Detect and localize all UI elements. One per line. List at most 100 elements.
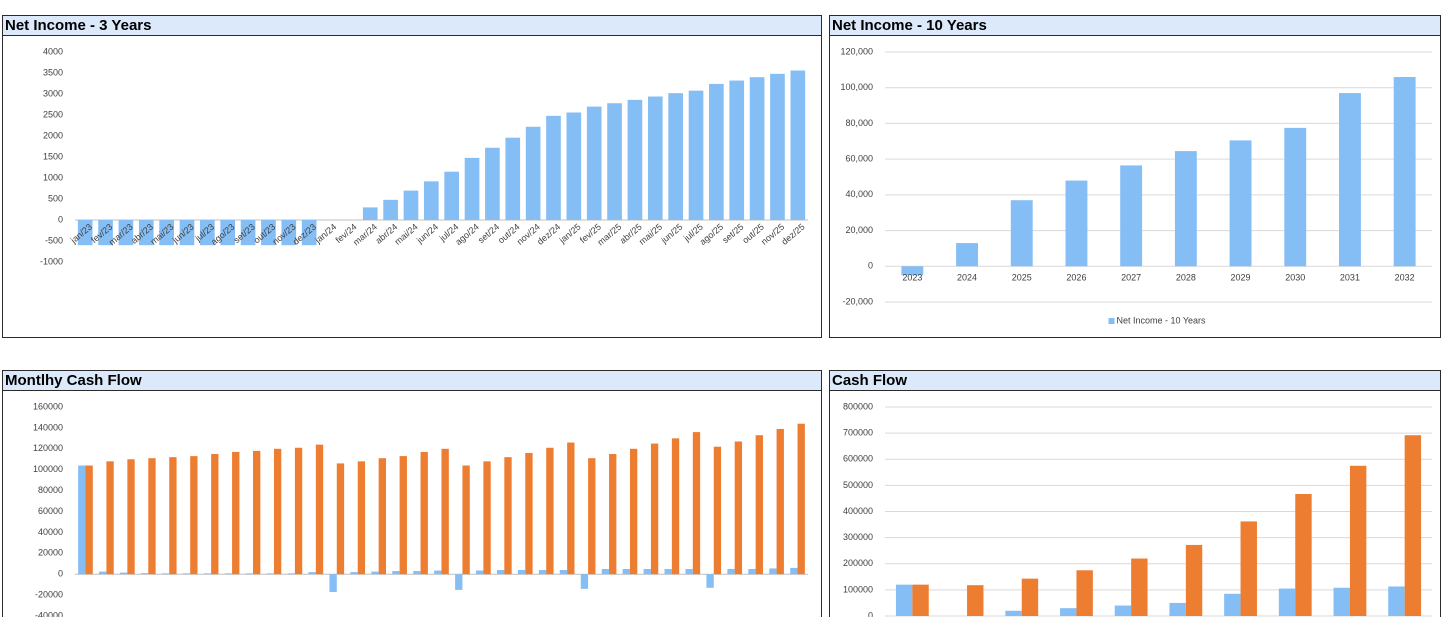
bar [601,568,610,575]
bar [709,83,724,220]
bar [688,90,704,220]
bar [525,126,541,220]
bar [671,438,680,575]
y-tick-label: 200000 [843,558,873,568]
bar [301,220,317,246]
bar [232,451,240,575]
x-tick-label: 2024 [957,273,977,283]
bar [1120,165,1143,267]
bar [1224,593,1241,616]
chart-title: Net Income - 10 Years [832,17,987,34]
bar [770,73,785,220]
y-tick-label: 100000 [843,584,873,594]
bar [895,584,913,616]
bar [441,448,449,575]
x-tick-label: 2028 [1176,273,1196,283]
bar [85,465,93,575]
y-tick-label: 100,000 [840,82,873,92]
bar [1065,180,1088,267]
panel [2,15,822,338]
bar [383,199,398,220]
bar [588,458,596,575]
bar [1339,93,1361,267]
bar [357,461,366,575]
bar [1021,578,1039,616]
bar [685,568,693,575]
y-tick-label: -20000 [35,589,63,599]
bar [790,70,806,220]
bar [559,570,568,575]
x-tick-label: 2030 [1285,273,1305,283]
bar [607,103,622,220]
bar [967,585,984,616]
bar [281,220,297,246]
y-tick-label: 300000 [843,532,873,542]
bar [706,574,714,588]
y-tick-label: -40000 [35,610,63,617]
y-tick-label: 40000 [38,527,63,537]
chart-title: Net Income - 3 Years [5,17,151,34]
y-tick-label: 0 [868,610,873,617]
y-tick-label: 120000 [33,443,63,453]
bar [546,447,554,575]
bar [1010,200,1033,267]
bar [755,435,763,575]
bar [790,567,798,575]
bar [1284,127,1307,267]
bar [734,441,743,575]
bar [668,93,683,220]
bar [749,77,765,220]
y-tick-label: 3500 [43,67,63,77]
x-tick-label: 2032 [1395,273,1415,283]
y-tick-label: 0 [58,569,63,579]
bar [240,220,256,246]
bar [455,574,463,590]
bar [413,571,421,575]
y-tick-label: 40,000 [845,189,873,199]
bar [1393,77,1416,267]
panel-header [2,370,822,391]
bar [1404,435,1422,616]
x-tick-label: 2023 [902,273,922,283]
y-tick-label: 80,000 [845,118,873,128]
bar [1278,588,1296,616]
bar [362,207,378,220]
bar [462,465,470,575]
bar [504,457,512,575]
bar [1005,610,1022,616]
bar [266,573,274,575]
bar [403,190,419,220]
bar [253,450,261,575]
bar [118,220,134,246]
bar [315,444,324,575]
bar [190,456,198,575]
bar [1229,140,1252,267]
y-tick-label: 600000 [843,454,873,464]
y-tick-label: 4000 [43,46,63,56]
bar [423,181,439,220]
bar [485,147,500,220]
bar [120,572,128,575]
bar [211,454,219,575]
y-tick-label: 3000 [43,88,63,98]
bar [622,568,630,575]
bar [1349,465,1367,616]
bar [912,584,929,616]
y-tick-label: -20,000 [842,296,873,306]
bar [245,573,254,575]
y-tick-label: 60,000 [845,154,873,164]
bar [329,574,337,592]
y-tick-label: 1500 [43,151,63,161]
y-tick-label: 20000 [38,548,63,558]
y-tick-label: 2500 [43,109,63,119]
bar [169,457,177,575]
y-tick-label: 100000 [33,464,63,474]
chart-title: Montlhy Cash Flow [5,372,142,389]
bar [308,572,316,575]
bar [420,451,428,575]
bar [609,454,617,575]
bar [727,568,735,575]
y-tick-label: 500 [48,193,63,203]
bar [1295,493,1312,616]
